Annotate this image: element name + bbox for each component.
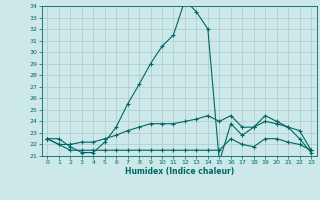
X-axis label: Humidex (Indice chaleur): Humidex (Indice chaleur)	[124, 167, 234, 176]
